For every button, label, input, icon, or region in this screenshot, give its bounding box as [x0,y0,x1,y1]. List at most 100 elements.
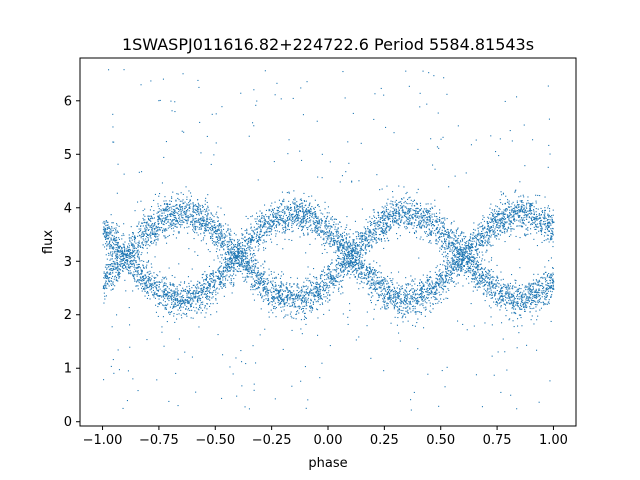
data-point [289,313,291,315]
data-point [401,198,403,200]
data-point [263,284,265,286]
data-point [297,227,299,229]
data-point [310,282,312,284]
data-point [117,274,119,276]
data-point [454,263,456,265]
data-point [458,250,460,252]
data-point [316,227,318,229]
data-point [311,206,313,208]
data-point [394,214,396,216]
data-point [254,285,256,287]
data-point [412,308,414,310]
data-point [532,300,534,302]
data-point [148,234,150,236]
data-point [407,218,409,220]
data-point [237,253,239,255]
data-point [380,276,382,278]
data-point [492,279,494,281]
data-point [376,222,378,224]
data-point [258,233,260,235]
data-point [192,297,194,299]
data-point [392,207,394,209]
data-point [180,206,182,208]
data-point [104,222,106,224]
data-point [129,270,131,272]
data-point [467,266,469,268]
data-point [246,276,248,278]
data-point [426,219,428,221]
data-point [521,325,523,327]
data-point [278,290,280,292]
data-point [152,232,154,234]
data-point [277,222,279,224]
data-point [390,296,392,298]
data-point [266,229,268,231]
data-point [250,258,252,260]
data-point [282,221,284,223]
data-point [428,228,430,230]
data-point [261,234,263,236]
data-point [190,280,192,282]
data-point [422,211,424,213]
data-point [174,226,176,228]
data-point [167,210,169,212]
data-point [194,226,196,228]
data-point [475,245,477,247]
data-point [426,211,428,213]
data-point [317,334,319,336]
data-point [245,266,247,268]
data-point [540,292,542,294]
data-point [399,225,401,227]
data-point [500,271,502,273]
data-point [192,202,194,204]
data-point [468,267,470,269]
data-point [384,305,386,307]
data-point [235,259,237,261]
data-point [458,266,460,268]
data-point [389,278,391,280]
data-point [412,301,414,303]
data-point [407,309,409,311]
data-point [245,268,247,270]
data-point [280,297,282,299]
data-point [275,220,277,222]
data-point [117,273,119,275]
data-point [354,260,356,262]
data-point [344,259,346,261]
data-point [198,211,200,213]
data-point [288,229,290,231]
data-point [374,93,376,95]
data-point [486,276,488,278]
data-point [228,254,230,256]
data-point [176,288,178,290]
data-point [242,234,244,236]
data-point [157,238,159,240]
data-point [312,288,314,290]
data-point [529,307,531,309]
data-point [419,202,421,204]
data-point [258,236,260,238]
data-point [202,223,204,225]
data-point [418,311,420,313]
data-point [295,295,297,297]
data-point [216,241,218,243]
data-point [153,293,155,295]
data-point [207,303,209,305]
data-point [148,283,150,285]
data-point [170,225,172,227]
data-point [539,285,541,287]
data-point [255,287,257,289]
data-point [441,370,443,372]
data-point [318,297,320,299]
data-point [142,238,144,240]
data-point [526,306,528,308]
data-point [436,243,438,245]
data-point [238,260,240,262]
data-point [327,239,329,241]
data-point [536,296,538,298]
data-point [496,275,498,277]
data-point [509,291,511,293]
data-point [495,284,497,286]
data-point [419,92,421,94]
